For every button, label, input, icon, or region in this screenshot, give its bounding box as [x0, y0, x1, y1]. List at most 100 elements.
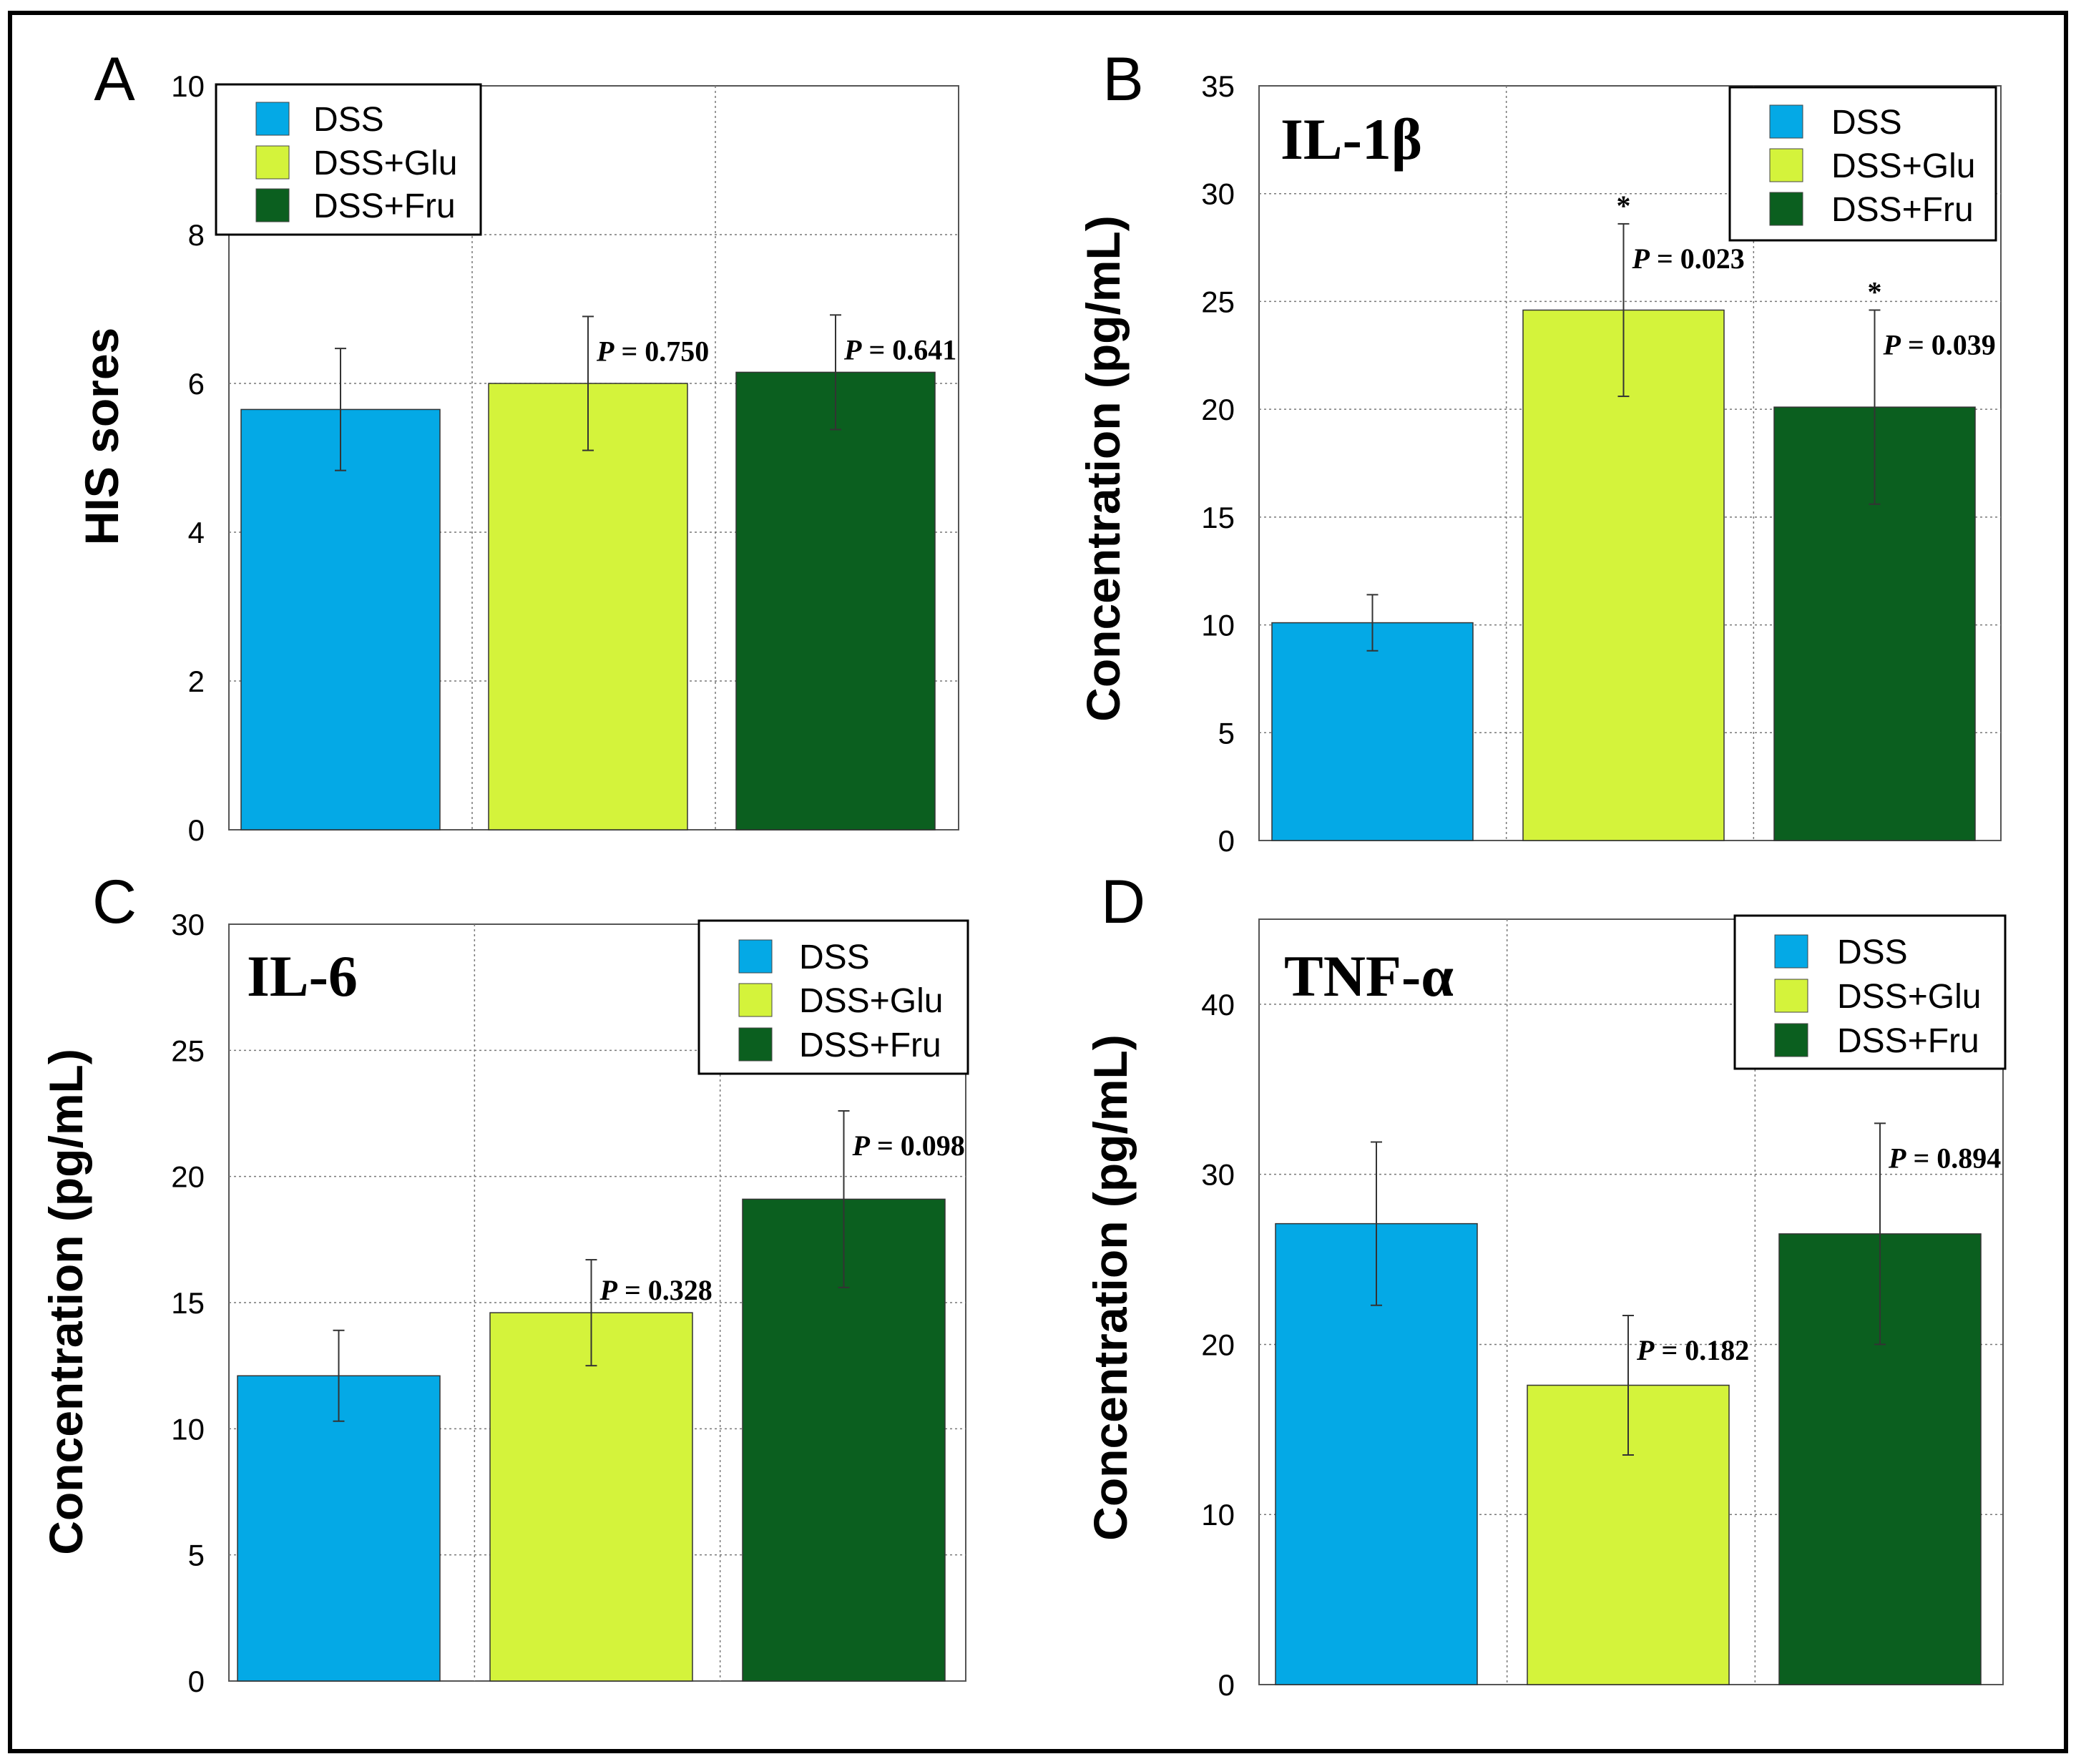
legend-swatch [1774, 979, 1808, 1013]
p-value-label: P = 0.039 [1883, 328, 1996, 361]
y-axis-label: Concentration (pg/mL) [1077, 215, 1130, 722]
chart-title: TNF-α [1284, 944, 1454, 1009]
y-axis-label: Concentration (pg/mL) [1084, 1034, 1137, 1541]
legend-swatch [738, 939, 773, 974]
bar-dss [1271, 622, 1474, 841]
bar-dss-fru [735, 371, 936, 830]
y-tick-label: 30 [1201, 1158, 1235, 1192]
bar-dss-glu [488, 383, 688, 830]
p-value-text: = 0.098 [870, 1130, 965, 1162]
y-tick-label: 25 [171, 1034, 205, 1067]
y-tick-label: 20 [171, 1160, 205, 1194]
y-tick-label: 6 [188, 367, 205, 401]
legend-label: DSS [799, 939, 870, 976]
legend-label: DSS+Glu [799, 982, 943, 1020]
y-tick-label: 15 [171, 1286, 205, 1320]
bar-dss-glu [489, 1312, 693, 1682]
legend: DSS DSS+Glu DSS+Fru [1728, 86, 1997, 242]
p-value-label: P = 0.098 [852, 1130, 965, 1162]
p-value-text: = 0.894 [1906, 1142, 2001, 1174]
legend-label: DSS [313, 101, 384, 139]
legend-label: DSS [1831, 104, 1902, 142]
panel-letter: C [92, 868, 137, 936]
p-symbol: P [843, 333, 862, 366]
y-tick-label: 15 [1201, 501, 1235, 534]
p-value-label: P = 0.182 [1636, 1334, 1749, 1366]
significance-star: * [1617, 190, 1631, 222]
panel-letter: B [1102, 45, 1143, 114]
y-axis-label: Concentration (pg/mL) [39, 1049, 92, 1555]
p-value-label: P = 0.328 [599, 1274, 713, 1306]
legend-label: DSS+Fru [1837, 1022, 1979, 1060]
y-tick-label: 30 [1201, 177, 1235, 211]
p-value-text: = 0.750 [614, 335, 709, 367]
y-tick-label: 5 [188, 1539, 205, 1572]
legend-label: DSS+Fru [313, 187, 456, 225]
y-tick-label: 35 [1201, 69, 1235, 103]
p-symbol: P [1888, 1142, 1906, 1174]
y-tick-label: 8 [188, 218, 205, 252]
chart-title: IL-1β [1281, 107, 1422, 172]
figure-frame [8, 11, 2068, 1753]
p-symbol: P [599, 1274, 618, 1306]
legend: DSS DSS+Glu DSS+Fru [697, 919, 969, 1075]
legend-label: DSS+Fru [1831, 191, 1974, 229]
p-value-text: = 0.182 [1654, 1334, 1749, 1366]
p-value-label: P = 0.750 [596, 335, 709, 367]
bar-dss [237, 1375, 441, 1682]
y-tick-label: 25 [1201, 285, 1235, 318]
legend-swatch [255, 188, 290, 222]
legend-label: DSS+Glu [313, 144, 457, 182]
y-tick-label: 2 [188, 665, 205, 698]
bar-dss [240, 408, 441, 830]
legend-label: DSS+Glu [1831, 147, 1975, 185]
chart-title: IL-6 [247, 944, 358, 1009]
p-value-label: P = 0.894 [1888, 1142, 2001, 1174]
legend: DSS DSS+Glu DSS+Fru [215, 83, 482, 236]
y-tick-label: 10 [1201, 1498, 1235, 1532]
legend-swatch [1769, 104, 1803, 139]
legend-swatch [1774, 934, 1808, 969]
y-tick-label: 0 [188, 813, 205, 847]
legend-label: DSS+Glu [1837, 978, 1981, 1016]
p-symbol: P [1636, 1334, 1655, 1366]
y-tick-label: 5 [1218, 716, 1235, 750]
significance-star: * [1868, 275, 1882, 308]
panel-letter: A [94, 45, 135, 114]
y-tick-label: 10 [171, 1412, 205, 1446]
p-symbol: P [1632, 242, 1650, 275]
y-axis-label: HIS sores [75, 328, 128, 545]
y-tick-label: 30 [171, 908, 205, 941]
legend: DSS DSS+Glu DSS+Fru [1733, 914, 2007, 1070]
y-tick-label: 20 [1201, 1328, 1235, 1361]
legend-swatch [1769, 148, 1803, 182]
p-value-text: = 0.641 [861, 333, 956, 366]
p-value-text: = 0.328 [617, 1274, 713, 1306]
y-tick-label: 40 [1201, 988, 1235, 1021]
y-tick-label: 20 [1201, 393, 1235, 426]
y-tick-label: 10 [1201, 609, 1235, 642]
legend-swatch [255, 102, 290, 136]
legend-label: DSS [1837, 934, 1908, 971]
y-tick-label: 10 [171, 69, 205, 103]
p-value-text: = 0.039 [1901, 328, 1996, 361]
p-symbol: P [852, 1130, 871, 1162]
p-value-label: P = 0.641 [843, 333, 956, 366]
y-tick-label: 0 [188, 1665, 205, 1698]
legend-swatch [738, 983, 773, 1017]
legend-swatch [1774, 1023, 1808, 1057]
legend-label: DSS+Fru [799, 1026, 941, 1064]
p-symbol: P [1883, 328, 1901, 361]
y-tick-label: 0 [1218, 824, 1235, 858]
legend-swatch [255, 145, 290, 180]
p-symbol: P [596, 335, 615, 367]
y-tick-label: 0 [1218, 1668, 1235, 1702]
y-tick-label: 4 [188, 516, 205, 549]
legend-swatch [738, 1027, 773, 1062]
bar-dss-glu [1522, 309, 1725, 841]
